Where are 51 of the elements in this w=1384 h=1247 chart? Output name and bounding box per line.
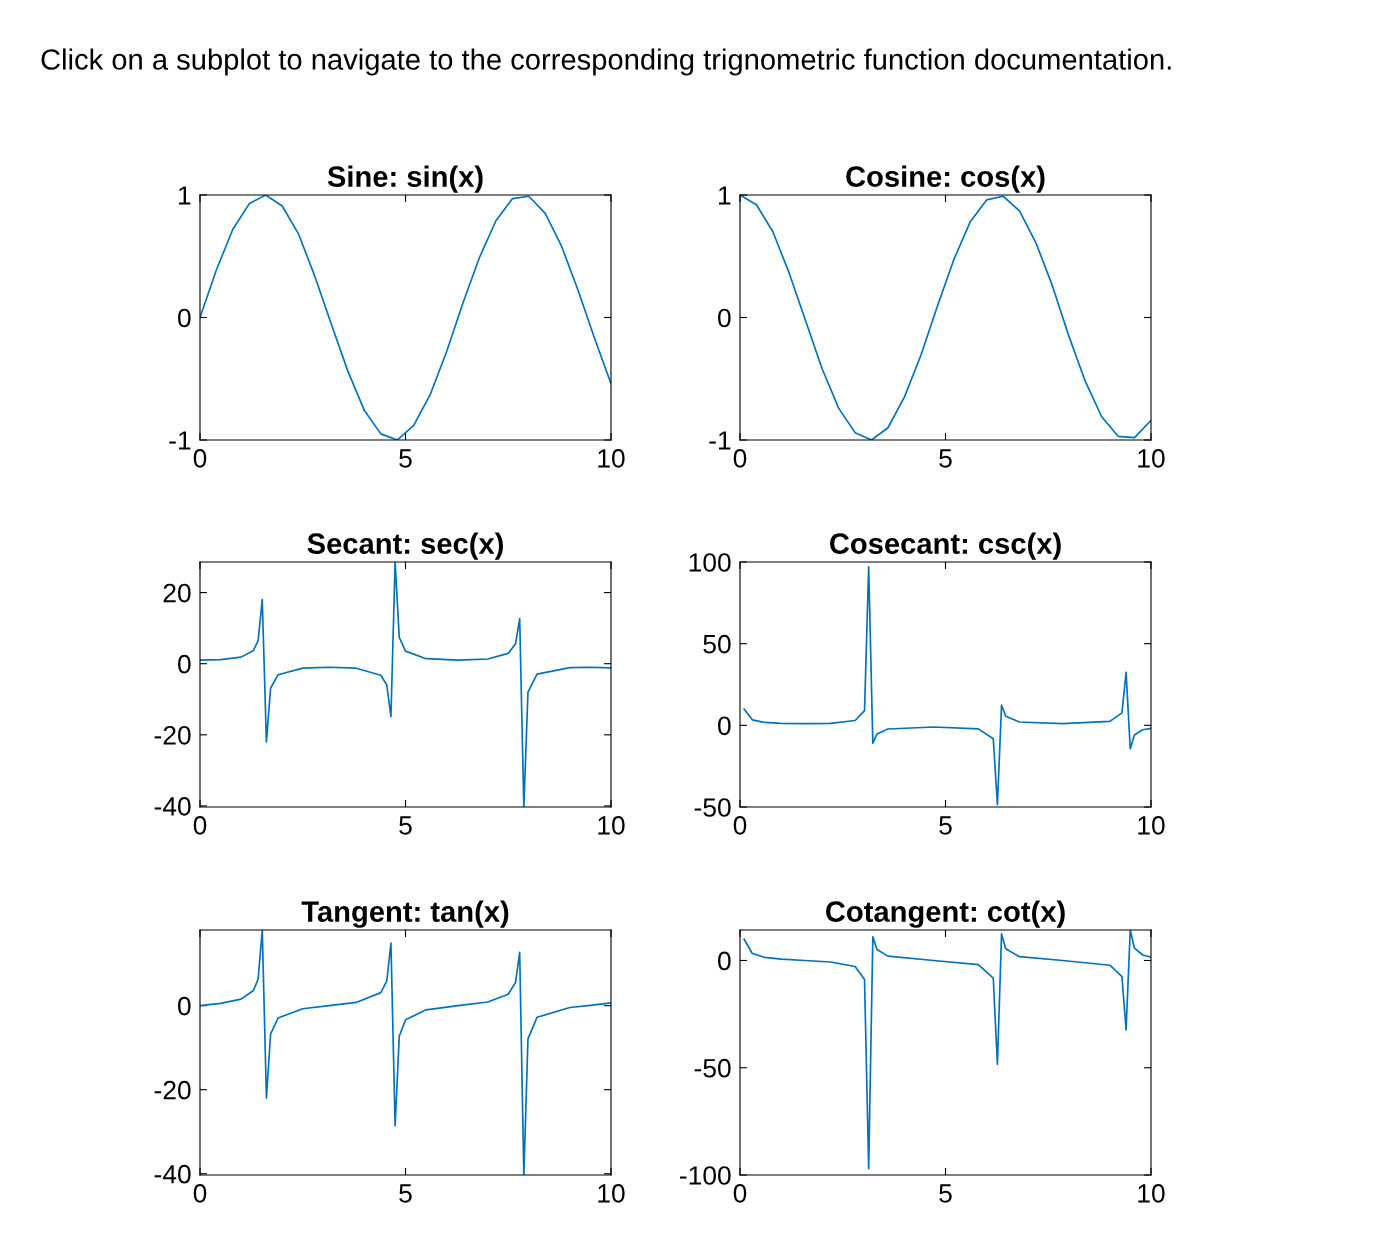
- x-tick-label: 10: [1138, 449, 1165, 468]
- x-tick-label: 0: [733, 816, 747, 835]
- x-tick-label: 10: [598, 816, 625, 835]
- y-tick-label: 1: [719, 186, 731, 205]
- line-series: [743, 930, 1151, 1170]
- x-tick-label: 5: [399, 1184, 412, 1203]
- chart-title: Tangent: tan(x): [301, 900, 509, 928]
- x-tick-label: 0: [193, 449, 207, 468]
- y-tick-label: 50: [703, 634, 731, 654]
- y-tick-label: -50: [694, 798, 731, 817]
- y-tick-label: 1: [179, 186, 191, 205]
- y-tick-label: 20: [163, 583, 191, 603]
- y-tick-label: -40: [154, 797, 191, 816]
- x-tick-label: 5: [939, 449, 952, 468]
- x-tick-label: 5: [939, 1184, 952, 1203]
- chart-title: Sine: sin(x): [327, 165, 483, 193]
- line-series: [740, 195, 1151, 440]
- x-tick-label: 10: [1138, 816, 1165, 835]
- x-tick-label: 0: [193, 1184, 207, 1203]
- x-tick-label: 5: [939, 816, 952, 835]
- chart-title: Secant: sec(x): [307, 532, 503, 560]
- x-tick-label: 0: [733, 1184, 747, 1203]
- x-tick-label: 5: [399, 816, 412, 835]
- y-tick-label: 100: [689, 553, 731, 572]
- y-tick-label: -20: [154, 725, 191, 745]
- x-tick-label: 10: [1138, 1184, 1165, 1203]
- line-series: [743, 565, 1151, 806]
- y-tick-label: -50: [694, 1058, 731, 1078]
- y-tick-label: -40: [154, 1164, 191, 1184]
- y-tick-label: 0: [718, 951, 731, 971]
- line-series: [200, 195, 611, 440]
- y-tick-label: 0: [178, 996, 191, 1016]
- line-series: [200, 930, 611, 1175]
- x-tick-label: 5: [399, 449, 412, 468]
- y-tick-label: 0: [718, 716, 731, 736]
- x-tick-label: 0: [193, 816, 207, 835]
- chart-title: Cosine: cos(x): [846, 165, 1045, 193]
- chart-title: Cotangent: cot(x): [826, 900, 1065, 928]
- y-tick-label: -20: [154, 1080, 191, 1100]
- x-tick-label: 10: [598, 449, 625, 468]
- y-tick-label: -1: [169, 431, 191, 450]
- x-tick-label: 0: [733, 449, 747, 468]
- y-tick-label: 0: [178, 308, 191, 328]
- x-tick-label: 10: [598, 1184, 625, 1203]
- line-series: [200, 562, 611, 807]
- y-tick-label: -1: [709, 431, 731, 450]
- text: Click on a subplot to navigate to the corresponding trignometric function documentation.: [41, 48, 1171, 76]
- y-tick-label: 0: [178, 654, 191, 674]
- y-tick-label: 0: [718, 308, 731, 328]
- y-tick-label: -100: [680, 1166, 731, 1185]
- chart-title: Cosecant: csc(x): [830, 532, 1061, 560]
